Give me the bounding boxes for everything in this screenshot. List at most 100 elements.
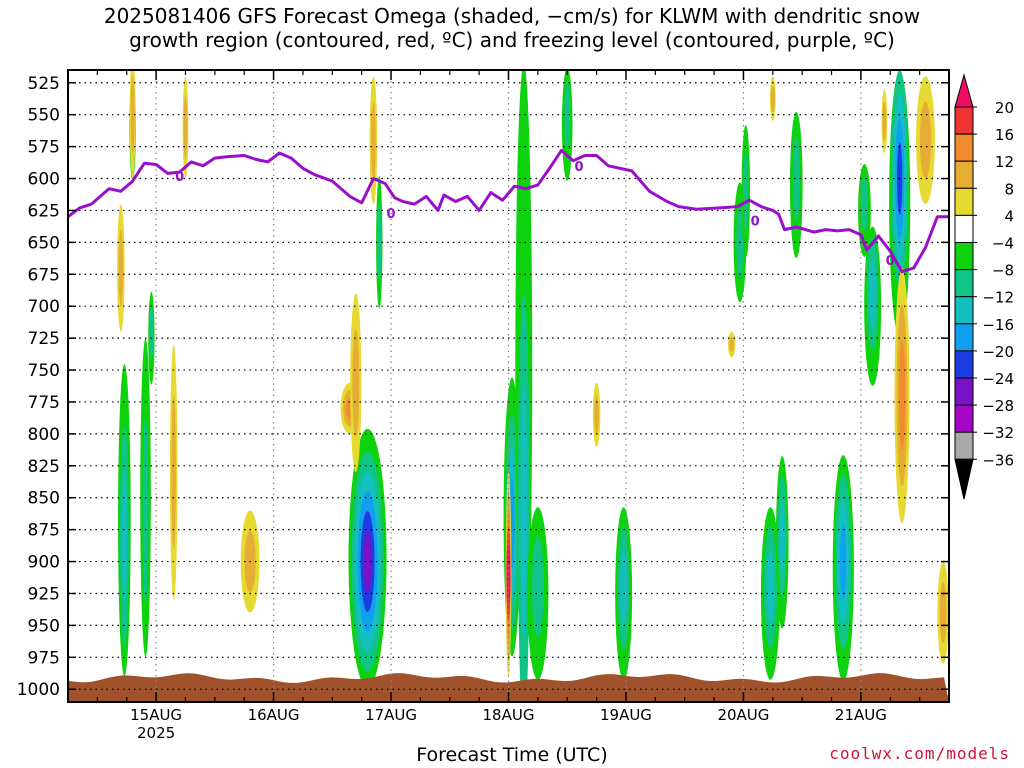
omega-blob-12-level-1 bbox=[743, 152, 749, 230]
colorbar-swatch-6 bbox=[954, 269, 974, 298]
omega-blob-18-level-2 bbox=[869, 260, 876, 327]
colorbar-top-arrow bbox=[954, 73, 974, 108]
colorbar-swatch-3 bbox=[954, 187, 974, 216]
sinking-blob-13-level-1 bbox=[882, 101, 887, 141]
freezing-level-label-4: 0 bbox=[886, 254, 895, 269]
y-tick-label-850: 850 bbox=[28, 489, 60, 509]
y-tick-label-700: 700 bbox=[28, 297, 60, 317]
colorbar-swatch-12 bbox=[954, 431, 974, 460]
omega-blob-2-level-1 bbox=[142, 417, 149, 604]
colorbar-label-11: −28 bbox=[982, 397, 1014, 415]
colorbar-swatch-10 bbox=[954, 377, 974, 406]
x-tick-label-18AUG: 18AUG bbox=[483, 706, 535, 724]
colorbar-swatch-0 bbox=[954, 106, 974, 135]
sinking-blob-12-level-1 bbox=[939, 581, 947, 644]
colorbar-label-8: −16 bbox=[982, 316, 1014, 334]
terrain-ground bbox=[68, 673, 949, 702]
colorbar-label-2: 12 bbox=[995, 153, 1014, 171]
credit-text: coolwx.com/models bbox=[829, 744, 1010, 763]
colorbar-swatch-2 bbox=[954, 160, 974, 189]
colorbar: 20 16 12 8 4 −4 −8 −12 −16 −20 −24 −28 −32 −36 bbox=[954, 73, 1014, 500]
chart-title-line-2: growth region (contoured, red, ºC) and f… bbox=[129, 28, 895, 52]
colorbar-label-6: −8 bbox=[992, 262, 1014, 280]
sinking-blob-8-level-4 bbox=[506, 546, 511, 603]
x-tick-label-20AUG: 20AUG bbox=[717, 706, 769, 724]
y-axis-tick-labels: 525 550 575 600 625 650 675 700 725 750 775 800 825 8… bbox=[17, 74, 60, 700]
y-tick-label-550: 550 bbox=[28, 106, 60, 126]
omega-blob-5-level-1 bbox=[377, 203, 382, 281]
x-tick-sublabel-15AUG: 2025 bbox=[137, 724, 175, 742]
sinking-blob-14-level-1 bbox=[770, 85, 775, 113]
y-tick-label-950: 950 bbox=[28, 616, 60, 636]
colorbar-label-4: 4 bbox=[1004, 207, 1014, 225]
y-tick-label-625: 625 bbox=[28, 201, 60, 221]
sinking-blob-10-level-2 bbox=[898, 340, 906, 451]
y-tick-label-725: 725 bbox=[28, 329, 60, 349]
colorbar-swatch-9 bbox=[954, 350, 974, 379]
y-tick-label-800: 800 bbox=[28, 425, 60, 445]
omega-blob-7-level-2 bbox=[520, 383, 528, 638]
colorbar-label-0: 20 bbox=[995, 99, 1014, 117]
chart-title-line-1: 2025081406 GFS Forecast Omega (shaded, −… bbox=[103, 4, 921, 28]
y-tick-label-900: 900 bbox=[28, 553, 60, 573]
colorbar-label-10: −24 bbox=[982, 370, 1014, 388]
x-axis-label: Forecast Time (UTC) bbox=[416, 744, 608, 766]
sinking-blob-1-level-1 bbox=[130, 76, 135, 153]
freezing-level-contour: 0 0 0 0 0 bbox=[68, 148, 949, 274]
x-tick-label-19AUG: 19AUG bbox=[600, 706, 652, 724]
omega-blob-10-level-2 bbox=[620, 551, 627, 624]
colorbar-swatch-1 bbox=[954, 133, 974, 162]
sinking-blob-7-level-1 bbox=[371, 101, 376, 179]
x-tick-label-21AUG: 21AUG bbox=[835, 706, 887, 724]
grid-lines bbox=[68, 70, 949, 702]
omega-blob-14-level-2 bbox=[779, 500, 785, 573]
freezing-level-label-0: 0 bbox=[175, 170, 184, 185]
colorbar-label-5: −4 bbox=[992, 235, 1014, 253]
y-tick-label-525: 525 bbox=[28, 74, 60, 94]
sinking-blob-6-level-1 bbox=[352, 329, 360, 437]
colorbar-swatch-7 bbox=[954, 296, 974, 325]
sinking-blob-15-level-1 bbox=[729, 336, 734, 353]
sinking-blob-11-level-1 bbox=[919, 101, 932, 179]
colorbar-swatch-11 bbox=[954, 404, 974, 433]
freezing-level-label-2: 0 bbox=[574, 160, 583, 175]
sinking-blob-0-level-1 bbox=[118, 229, 124, 307]
omega-blob-9-level-1 bbox=[564, 81, 571, 148]
colorbar-swatch-8 bbox=[954, 323, 974, 352]
omega-blob-8-level-1 bbox=[531, 536, 544, 638]
terrain-fill bbox=[68, 673, 949, 702]
axes bbox=[67, 69, 950, 703]
y-tick-label-775: 775 bbox=[28, 393, 60, 413]
sinking-blob-2-level-1 bbox=[171, 395, 176, 549]
colorbar-label-13: −36 bbox=[982, 451, 1014, 469]
y-tick-label-575: 575 bbox=[28, 138, 60, 158]
colorbar-swatch-4 bbox=[954, 214, 974, 243]
omega-blob-15-level-1 bbox=[792, 136, 800, 222]
colorbar-swatch-5 bbox=[954, 242, 974, 271]
freezing-level-label-3: 0 bbox=[751, 215, 760, 230]
x-tick-label-17AUG: 17AUG bbox=[365, 706, 417, 724]
colorbar-label-1: 16 bbox=[995, 126, 1014, 144]
y-tick-label-600: 600 bbox=[28, 170, 60, 190]
y-tick-label-925: 925 bbox=[28, 584, 60, 604]
omega-blob-3-level-1 bbox=[149, 304, 154, 359]
y-tick-label-1000: 1000 bbox=[17, 680, 60, 700]
y-tick-label-750: 750 bbox=[28, 361, 60, 381]
colorbar-label-7: −12 bbox=[982, 289, 1014, 307]
sinking-blob-3-level-1 bbox=[183, 96, 188, 159]
omega-blob-17-level-1 bbox=[860, 177, 869, 232]
omega-blob-0-level-2 bbox=[121, 470, 127, 602]
freezing-level-line bbox=[68, 148, 949, 274]
y-tick-label-650: 650 bbox=[28, 233, 60, 253]
x-tick-label-16AUG: 16AUG bbox=[248, 706, 300, 724]
omega-blob-4-level-5 bbox=[363, 530, 372, 593]
omega-blob-16-level-3 bbox=[840, 524, 847, 599]
freezing-level-label-1: 0 bbox=[387, 207, 396, 222]
sinking-blob-9-level-1 bbox=[594, 395, 599, 434]
colorbar-label-12: −32 bbox=[982, 424, 1014, 442]
colorbar-label-9: −20 bbox=[982, 343, 1014, 361]
y-tick-label-825: 825 bbox=[28, 457, 60, 477]
omega-blob-13-level-2 bbox=[766, 551, 775, 624]
